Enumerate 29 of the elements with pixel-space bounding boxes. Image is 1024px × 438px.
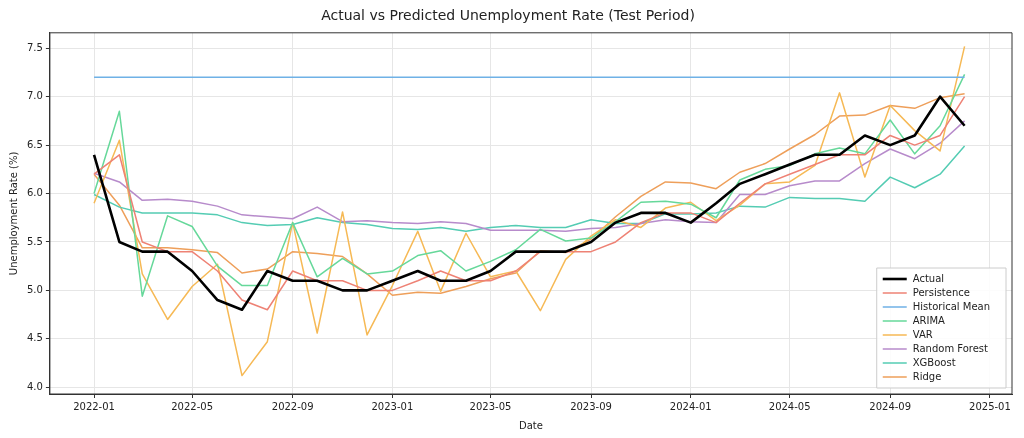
legend-label: VAR bbox=[912, 328, 933, 340]
legend-label: Ridge bbox=[912, 370, 942, 382]
legend-label: Random Forest bbox=[912, 342, 989, 354]
x-tick-label: 2023-01 bbox=[371, 400, 414, 412]
x-axis-title: Date bbox=[519, 419, 543, 431]
x-tick-label: 2022-01 bbox=[73, 400, 115, 412]
y-tick-label: 5.0 bbox=[27, 283, 43, 295]
y-tick-label: 4.0 bbox=[27, 380, 43, 392]
x-tick-label: 2024-01 bbox=[669, 400, 712, 412]
x-tick-label: 2025-01 bbox=[969, 400, 1011, 412]
x-tick-label: 2023-05 bbox=[469, 400, 512, 412]
y-tick-label: 6.5 bbox=[27, 138, 43, 150]
x-tick-label: 2023-09 bbox=[570, 400, 612, 412]
legend-label: Actual bbox=[912, 272, 945, 284]
y-tick-label: 6.0 bbox=[27, 187, 43, 199]
legend-label: XGBoost bbox=[912, 356, 956, 368]
x-tick-label: 2024-09 bbox=[869, 400, 912, 412]
x-tick-label: 2024-05 bbox=[768, 400, 811, 412]
legend-label: ARIMA bbox=[912, 314, 946, 326]
y-axis-title: Unemployment Rate (%) bbox=[7, 151, 19, 276]
x-tick-label: 2022-05 bbox=[171, 400, 214, 412]
legend-label: Historical Mean bbox=[912, 300, 990, 312]
y-tick-label: 4.5 bbox=[27, 332, 43, 344]
legend-label: Persistence bbox=[912, 286, 970, 298]
y-tick-label: 5.5 bbox=[27, 235, 43, 247]
y-tick-label: 7.5 bbox=[27, 41, 43, 53]
y-tick-label: 7.0 bbox=[27, 90, 43, 102]
chart-title: Actual vs Predicted Unemployment Rate (Test Period) bbox=[321, 7, 695, 24]
x-tick-label: 2022-09 bbox=[271, 400, 314, 412]
